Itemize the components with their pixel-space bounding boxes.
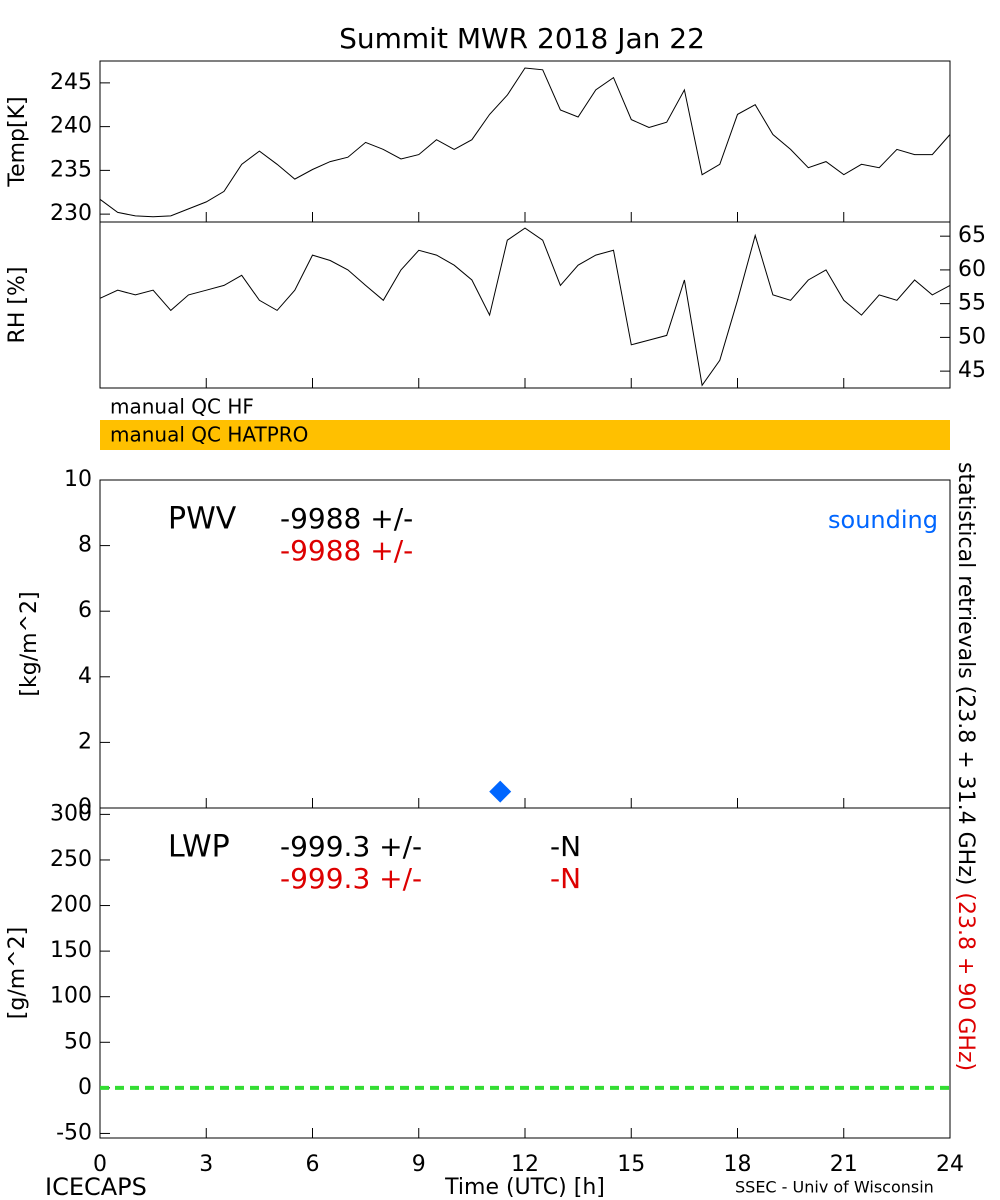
data-line [99,227,951,387]
y-tick-label: 65 [958,223,986,248]
x-tick-label: 18 [724,1152,752,1177]
panel-frame [99,60,951,223]
y-axis-label: RH [%] [5,267,30,344]
readout: -9988 +/- [280,534,413,567]
y-tick-label: 245 [50,70,92,95]
y-tick-label: 200 [50,893,92,918]
side-label-part: (23.8 + 90 GHz) [953,892,978,1071]
y-tick-label: 2 [78,729,92,754]
panel-label: LWP [168,830,230,865]
y-tick-label: 100 [50,984,92,1009]
y-tick-label: 8 [78,533,92,558]
x-tick-label: 24 [936,1152,964,1177]
y-tick-label: 235 [50,157,92,182]
x-tick-label: 3 [199,1152,213,1177]
footer-right: SSEC - Univ of Wisconsin [735,1178,934,1197]
y-tick-label: 55 [958,291,986,316]
x-tick-label: 9 [412,1152,426,1177]
y-axis-label: [g/m^2] [5,927,30,1019]
y-tick-label: 6 [78,598,92,623]
y-tick-label: 250 [50,847,92,872]
qc-bar [100,396,950,418]
y-axis-label: Temp[K] [5,96,30,187]
chart-title: Summit MWR 2018 Jan 22 [339,22,705,55]
qc-bar [100,420,950,450]
y-tick-label: 50 [958,324,986,349]
x-tick-label: 0 [93,1152,107,1177]
readout: -999.3 +/- [280,830,422,863]
y-tick-label: 0 [78,1075,92,1100]
y-tick-label: -50 [56,1120,92,1145]
x-tick-label: 15 [617,1152,645,1177]
y-tick-label: 240 [50,114,92,139]
x-axis-label: Time (UTC) [h] [444,1175,605,1200]
y-tick-label: 300 [50,801,92,826]
y-tick-label: 4 [78,664,92,689]
y-tick-label: 230 [50,201,92,226]
y-tick-label: 150 [50,938,92,963]
readout: -9988 +/- [280,502,413,535]
readout-suffix: -N [550,830,581,863]
readout: -999.3 +/- [280,862,422,895]
y-tick-label: 60 [958,257,986,282]
footer-left: ICECAPS [45,1173,147,1200]
y-tick-label: 10 [64,467,92,492]
data-line [99,67,951,218]
panel-label: PWV [168,502,237,537]
x-tick-label: 21 [830,1152,858,1177]
side-label-part: statistical retrievals (23.8 + 31.4 GHz) [953,462,978,885]
y-tick-label: 0 [78,795,92,820]
panel-frame [99,221,951,389]
legend-entry: sounding [828,506,938,534]
readout-suffix: -N [550,862,581,895]
data-point [489,780,512,803]
qc-label: manual QC HATPRO [110,423,308,447]
y-tick-label: 50 [64,1029,92,1054]
x-tick-label: 12 [511,1152,539,1177]
side-label: statistical retrievals (23.8 + 31.4 GHz)… [953,462,978,1071]
qc-label: manual QC HF [110,395,254,419]
x-tick-label: 6 [306,1152,320,1177]
y-axis-label: [kg/m^2] [17,591,42,696]
y-tick-label: 45 [958,358,986,383]
